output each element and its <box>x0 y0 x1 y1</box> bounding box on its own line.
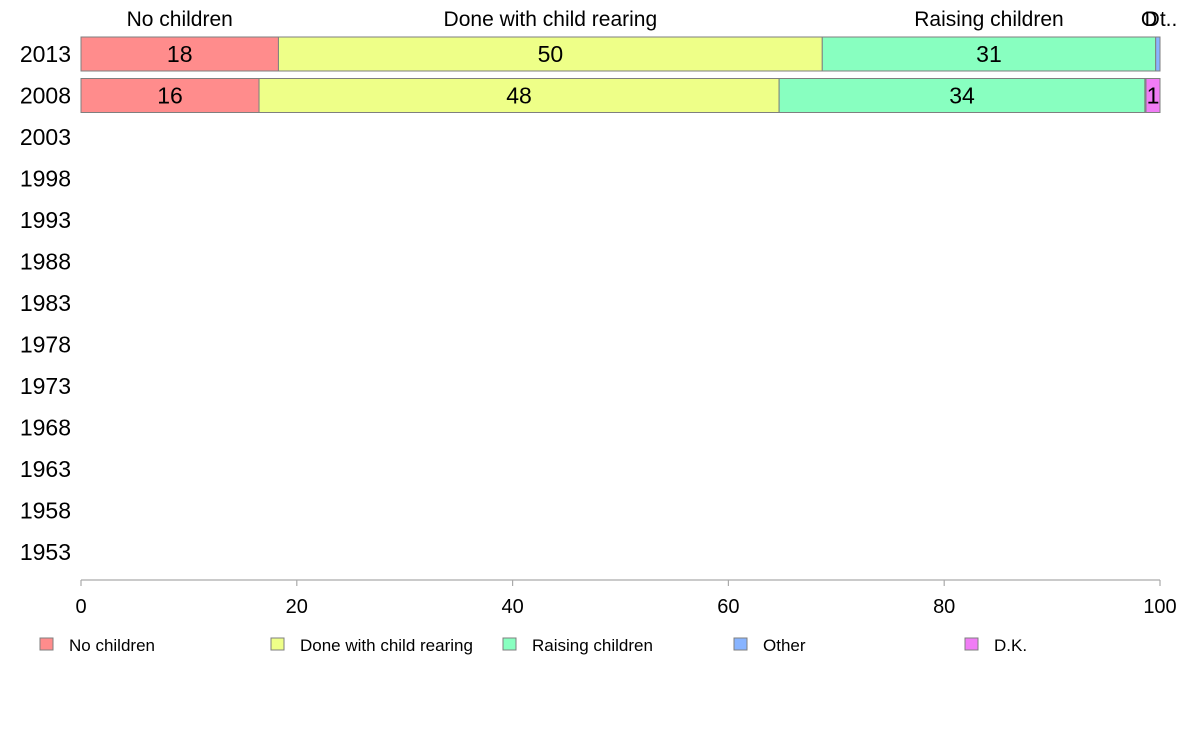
year-label: 1963 <box>20 456 71 482</box>
year-label: 1983 <box>20 290 71 316</box>
year-label: 1958 <box>20 498 71 524</box>
top-label-done-with-child-rearing: Done with child rearing <box>444 8 658 31</box>
segment-label: 1 <box>1147 83 1160 109</box>
x-tick-label: 100 <box>1143 596 1176 618</box>
top-label-dk: Dt.. <box>1145 8 1178 31</box>
legend-swatch <box>733 637 748 651</box>
year-label: 1953 <box>20 539 71 565</box>
legend-swatch <box>270 637 285 651</box>
bar-segment <box>1145 78 1161 113</box>
year-label: 1973 <box>20 373 71 399</box>
legend-label: D.K. <box>994 636 1027 655</box>
legend-label: No children <box>69 636 155 655</box>
x-tick-label: 20 <box>286 596 308 618</box>
x-tick-label: 60 <box>717 596 739 618</box>
bar-segment <box>80 36 279 72</box>
top-label-raising-children: Raising children <box>914 8 1063 31</box>
legend-label: Raising children <box>532 636 653 655</box>
top-label-no-children: No children <box>127 8 233 31</box>
year-label: 2003 <box>20 124 71 150</box>
year-label: 1988 <box>20 249 71 275</box>
segment-label: 50 <box>538 41 564 67</box>
top-label-other: O <box>1141 8 1157 31</box>
x-tick-label: 80 <box>933 596 955 618</box>
year-label: 1968 <box>20 415 71 441</box>
bar-segment <box>258 78 780 113</box>
year-label: 2013 <box>20 41 71 67</box>
x-tick-label: 40 <box>501 596 523 618</box>
legend-swatch <box>502 637 517 651</box>
bar-segment <box>821 36 1157 72</box>
bar-segment <box>1155 36 1161 72</box>
legend-swatch <box>964 637 979 651</box>
segment-label: 31 <box>976 41 1002 67</box>
year-label: 1998 <box>20 166 71 192</box>
segment-label: 18 <box>167 41 193 67</box>
bar-segment <box>778 78 1146 113</box>
legend-label: Other <box>763 636 806 655</box>
year-label: 1978 <box>20 332 71 358</box>
segment-label: 16 <box>157 83 183 109</box>
year-label: 1993 <box>20 207 71 233</box>
x-tick-label: 0 <box>75 596 86 618</box>
legend-label: Done with child rearing <box>300 636 473 655</box>
segment-label: 48 <box>506 83 532 109</box>
year-label: 2008 <box>20 83 71 109</box>
legend-swatch <box>39 637 54 651</box>
segment-label: 34 <box>949 83 975 109</box>
bar-segment <box>277 36 823 72</box>
